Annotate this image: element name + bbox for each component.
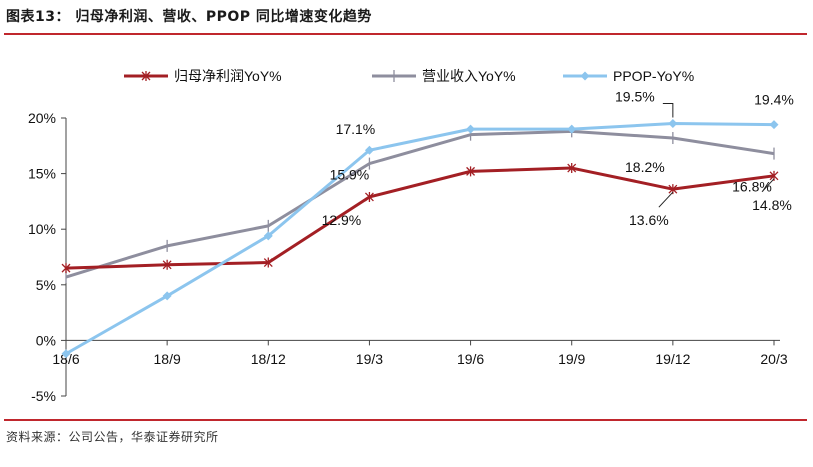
series-line-2 <box>65 129 775 279</box>
y-tick-label: 0% <box>36 332 56 348</box>
bottom-divider <box>4 419 807 421</box>
data-label: 19.4% <box>754 92 794 108</box>
data-point <box>567 124 577 134</box>
x-tick-label: 19/12 <box>655 351 690 367</box>
legend-label: 营业收入YoY% <box>422 68 516 84</box>
x-tick-label: 18/9 <box>154 351 181 367</box>
x-tick-label: 19/6 <box>457 351 484 367</box>
data-point <box>162 259 172 270</box>
annotation-leader <box>761 178 775 193</box>
y-tick-label: -5% <box>31 388 56 404</box>
data-label: 17.1% <box>336 121 376 137</box>
source-note: 资料来源：公司公告，华泰证券研究所 <box>6 430 219 444</box>
data-point <box>567 163 577 174</box>
data-point <box>466 166 476 177</box>
legend-label: 归母净利润YoY% <box>174 68 282 84</box>
legend-label: PPOP-YoY% <box>613 68 694 84</box>
series-line-1 <box>65 166 775 270</box>
series-line-3 <box>65 122 775 356</box>
y-tick-label: 20% <box>28 110 56 126</box>
annotation-leader <box>658 191 674 208</box>
data-point <box>769 120 779 130</box>
data-label: 12.9% <box>322 212 362 228</box>
data-point <box>61 263 71 274</box>
data-point <box>364 145 374 155</box>
data-label: 13.6% <box>629 212 669 228</box>
x-tick-label: 19/9 <box>558 351 585 367</box>
data-point <box>61 349 71 359</box>
y-tick-label: 5% <box>36 277 56 293</box>
data-point <box>162 291 172 301</box>
chart-title: 图表13： 归母净利润、营收、PPOP 同比增速变化趋势 <box>6 9 372 25</box>
data-point <box>263 257 273 268</box>
data-point <box>263 231 273 241</box>
x-tick-label: 18/6 <box>52 351 79 367</box>
data-label: 16.8% <box>732 179 772 195</box>
data-point <box>466 124 476 134</box>
data-point <box>580 71 590 81</box>
data-point <box>141 71 151 81</box>
y-tick-label: 15% <box>28 166 56 182</box>
data-label: 18.2% <box>625 159 665 175</box>
data-label: 14.8% <box>752 197 792 213</box>
data-point <box>364 191 374 202</box>
top-divider <box>4 33 807 35</box>
data-label: 19.5% <box>615 89 655 105</box>
annotation-leader <box>662 103 674 118</box>
x-tick-label: 19/3 <box>356 351 383 367</box>
data-point <box>668 119 678 129</box>
data-label: 15.9% <box>330 167 370 183</box>
y-tick-label: 10% <box>28 221 56 237</box>
x-tick-label: 18/12 <box>251 351 286 367</box>
x-tick-label: 20/3 <box>760 351 787 367</box>
